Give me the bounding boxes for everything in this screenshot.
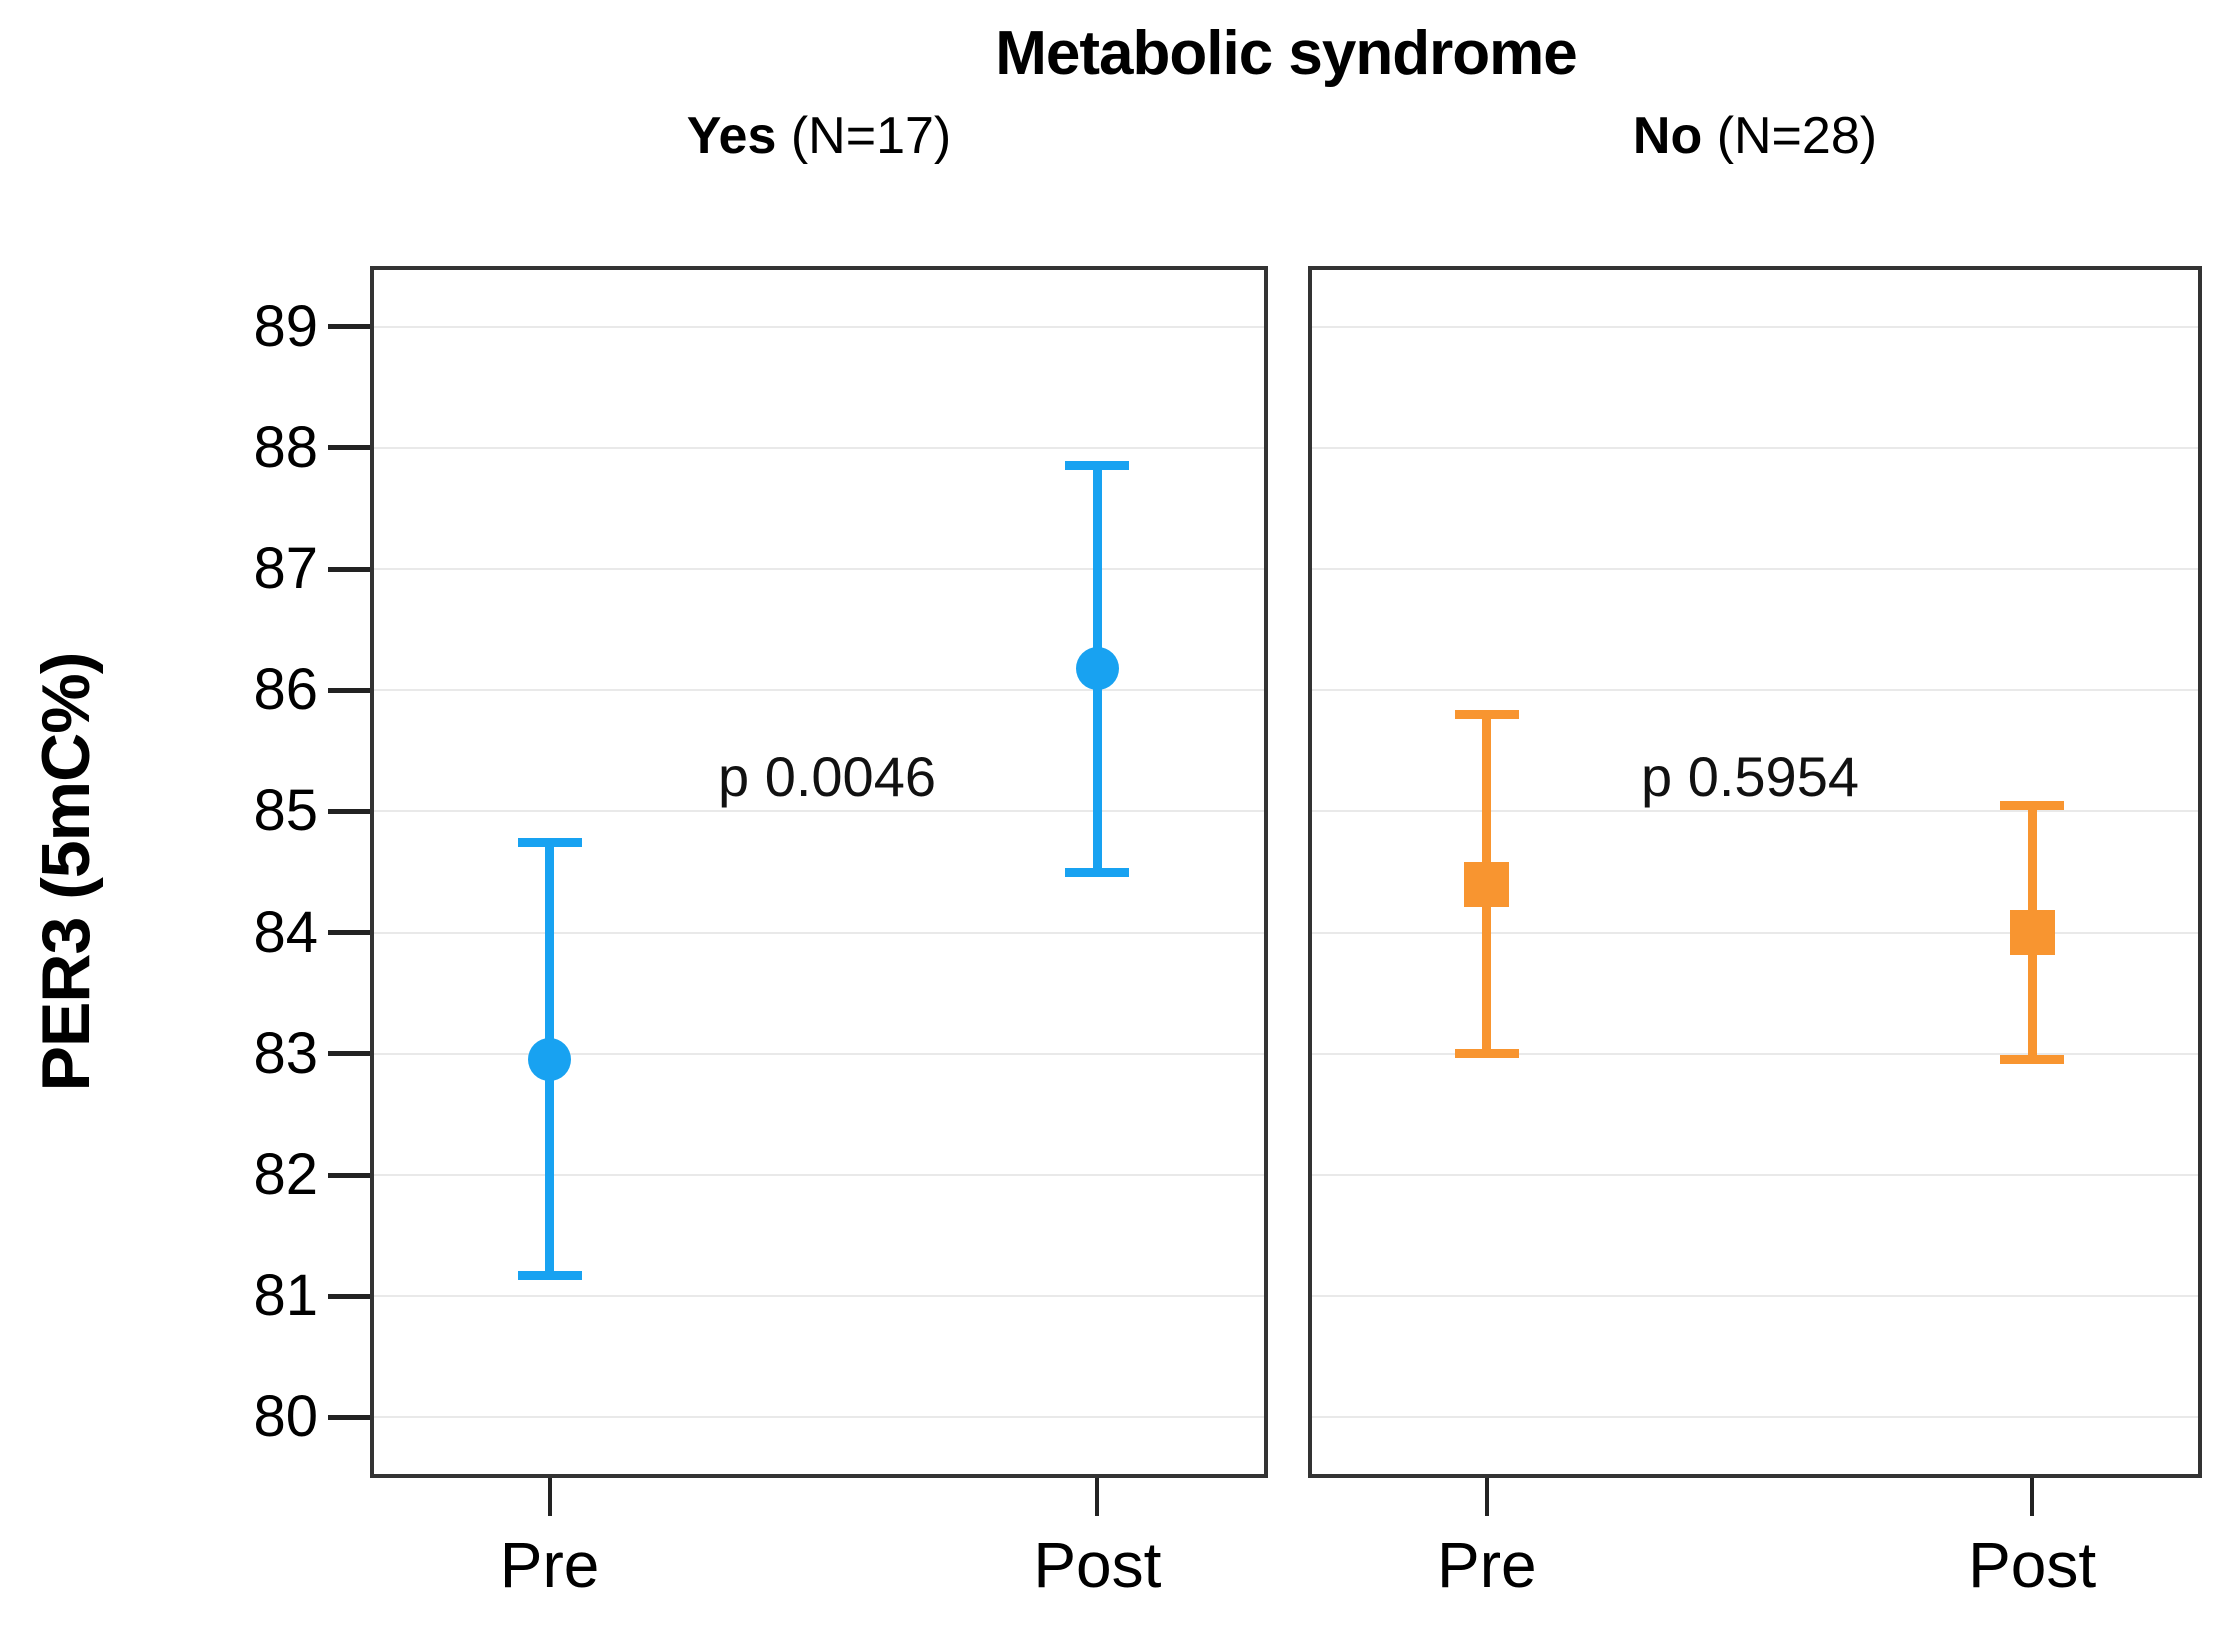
gridline-86: [1308, 689, 2202, 692]
gridline-87: [1308, 568, 2202, 570]
y-tick-label-81: 81: [253, 1263, 318, 1329]
y-tick-mark-81: [328, 1293, 370, 1299]
gridline-89: [370, 325, 1268, 328]
x-tick-Yes-Pre: [547, 1478, 552, 1516]
x-tick-label-Yes-Post: Post: [1033, 1529, 1162, 1601]
gridline-86: [370, 689, 1268, 692]
y-tick-mark-86: [328, 687, 370, 693]
gridline-83: [1308, 1052, 2202, 1055]
errorbar-cap-upper-Post: [1065, 461, 1130, 471]
y-tick-label-85: 85: [253, 778, 318, 844]
errorbar-cap-lower-Post: [2000, 1055, 2065, 1065]
errorbar-cap-upper-Pre: [517, 838, 582, 848]
y-tick-mark-85: [328, 808, 370, 814]
mean-marker-square-Pre: [1464, 861, 1510, 907]
errorbar-cap-upper-Pre: [1454, 709, 1519, 719]
gridline-82: [370, 1174, 1268, 1176]
chart-title: Metabolic syndrome: [995, 19, 1577, 88]
gridline-87: [370, 568, 1268, 570]
errorbar-cap-lower-Post: [1065, 867, 1130, 877]
gridline-82: [1308, 1174, 2202, 1176]
x-tick-label-No-Post: Post: [1968, 1529, 2097, 1601]
gridline-81: [370, 1295, 1268, 1298]
x-tick-label-Yes-Pre: Pre: [499, 1529, 600, 1601]
panel-yes: [370, 266, 1268, 1478]
panel-subtitle-yes-group: Yes: [686, 107, 777, 165]
y-tick-label-87: 87: [253, 536, 318, 601]
gridline-85: [1308, 810, 2202, 813]
y-tick-mark-82: [328, 1172, 370, 1178]
y-tick-mark-89: [328, 324, 370, 330]
y-tick-mark-88: [328, 445, 370, 451]
y-tick-label-89: 89: [253, 293, 318, 359]
x-tick-label-No-Pre: Pre: [1437, 1529, 1537, 1601]
errorbar-cap-lower-Pre: [1454, 1049, 1519, 1059]
y-tick-label-88: 88: [253, 414, 318, 480]
errorbar-cap-lower-Pre: [517, 1271, 582, 1281]
gridline-80: [370, 1416, 1268, 1419]
y-tick-label-80: 80: [253, 1384, 318, 1450]
mean-marker-circle-Pre: [528, 1038, 572, 1082]
y-tick-mark-80: [328, 1414, 370, 1420]
gridline-84: [370, 931, 1268, 934]
gridline-83: [370, 1052, 1268, 1055]
gridline-80: [1308, 1416, 2202, 1419]
y-tick-label-83: 83: [253, 1020, 318, 1086]
x-tick-Yes-Post: [1095, 1478, 1100, 1516]
x-tick-No-Pre: [1484, 1478, 1489, 1516]
gridline-88: [1308, 446, 2202, 449]
y-tick-label-84: 84: [253, 899, 318, 965]
gridline-84: [1308, 931, 2202, 934]
panel-subtitle-yes-n: (N=17): [790, 107, 952, 165]
x-tick-No-Post: [2030, 1478, 2035, 1516]
panel-no: [1308, 266, 2202, 1478]
gridline-89: [1308, 325, 2202, 328]
y-tick-label-82: 82: [253, 1142, 318, 1207]
y-tick-mark-83: [328, 1051, 370, 1057]
gridline-81: [1308, 1295, 2202, 1298]
y-tick-mark-87: [328, 566, 370, 572]
panel-subtitle-yes: Yes (N=17): [519, 106, 1119, 166]
y-tick-label-86: 86: [253, 657, 318, 723]
gridline-88: [370, 446, 1268, 449]
panel-subtitle-no-group: No: [1632, 107, 1703, 165]
gridline-85: [370, 810, 1268, 813]
y-tick-mark-84: [328, 930, 370, 936]
mean-marker-circle-Post: [1075, 646, 1119, 690]
mean-marker-square-Post: [2009, 910, 2055, 956]
p-value-no: p 0.5954: [1641, 745, 1859, 808]
errorbar-cap-upper-Post: [2000, 800, 2065, 810]
panel-subtitle-no-n: (N=28): [1716, 107, 1878, 165]
panel-subtitle-no: No (N=28): [1455, 106, 2055, 166]
p-value-yes: p 0.0046: [718, 745, 936, 808]
